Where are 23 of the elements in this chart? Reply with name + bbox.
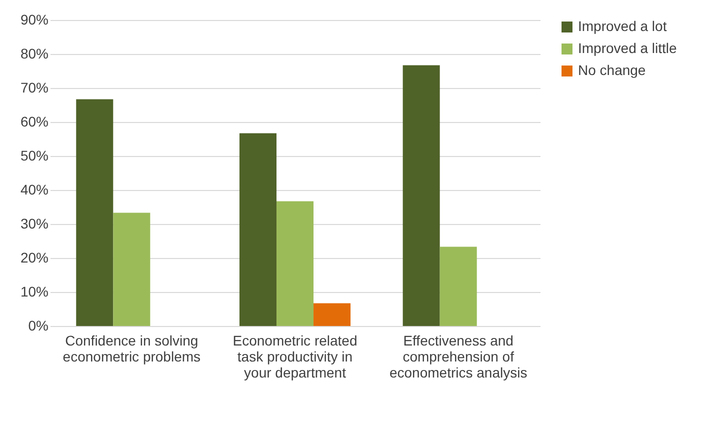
bar xyxy=(276,201,314,326)
legend-label: Improved a little xyxy=(578,40,678,56)
bar xyxy=(402,65,440,326)
bar xyxy=(440,246,477,326)
x-tick-label: Effectiveness and comprehension of econometrics analysis xyxy=(389,332,528,380)
legend-label: Improved a lot xyxy=(578,18,667,34)
legend-label: No change xyxy=(578,62,646,78)
y-tick-label: 10% xyxy=(20,284,48,300)
bar xyxy=(76,99,114,326)
y-tick-label: 80% xyxy=(20,46,48,62)
bar xyxy=(113,212,150,326)
y-tick-label: 60% xyxy=(20,114,48,130)
y-tick-label: 20% xyxy=(20,250,48,266)
x-tick-label: Econometric related task productivity in your department xyxy=(232,332,358,380)
y-tick-label: 40% xyxy=(20,182,48,198)
x-tick-label: Confidence in solving econometric problems xyxy=(62,332,201,364)
bar xyxy=(239,133,276,326)
y-tick-label: 90% xyxy=(20,12,48,28)
y-tick-label: 70% xyxy=(20,80,48,96)
bar xyxy=(314,303,351,326)
y-tick-label: 50% xyxy=(20,148,48,164)
y-tick-label: 0% xyxy=(28,318,48,334)
y-tick-label: 30% xyxy=(20,216,48,232)
